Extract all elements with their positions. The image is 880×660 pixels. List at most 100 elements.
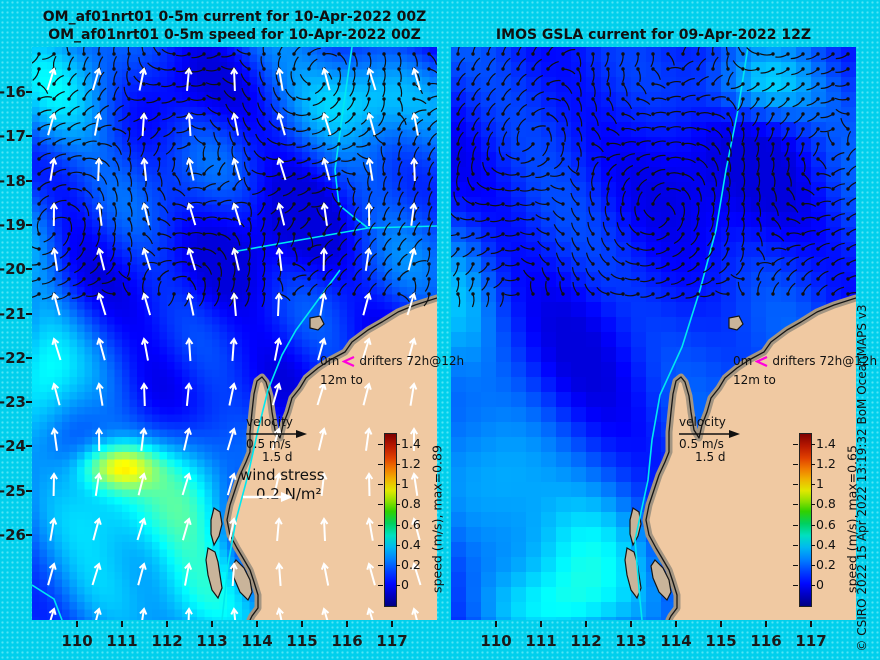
x-tick-mark (301, 621, 303, 627)
colorbar-tick-label: 0.8 (816, 496, 836, 511)
x-tick-label: 110 (480, 632, 512, 650)
x-tick-mark (76, 621, 78, 627)
drifter-suffix: drifters 72h@12h (359, 354, 465, 368)
x-tick-label: 112 (151, 632, 183, 650)
colorbar-tick-mark (811, 585, 815, 586)
x-tick-mark (585, 621, 587, 627)
x-tick-label: 115 (286, 632, 318, 650)
colorbar-tick-mark (378, 484, 383, 485)
colorbar-tick-mark (396, 484, 400, 485)
x-tick-mark (391, 621, 393, 627)
colorbar-tick-mark (811, 565, 815, 566)
x-tick-label: 116 (331, 632, 363, 650)
x-tick-label: 113 (615, 632, 647, 650)
colorbar-tick-mark (811, 545, 815, 546)
colorbar-tick-label: 0 (816, 577, 824, 592)
colorbar-tick-label: 0.6 (816, 517, 836, 532)
colorbar-tick-mark (396, 444, 400, 445)
map-panel-oceanmaps (32, 47, 437, 620)
x-tick-mark (121, 621, 123, 627)
colorbar-tick-mark (793, 464, 798, 465)
colorbar-tick-label: 0.2 (401, 557, 421, 572)
colorbar-tick-mark (811, 464, 815, 465)
drifter-prefix: 0m (733, 354, 753, 368)
drifter-annotation-right: 0m drifters 72h@12h (733, 354, 877, 368)
y-tick-mark (26, 356, 32, 359)
colorbar-tick-mark (378, 504, 383, 505)
drifter-annotation-left: 0m drifters 72h@12h (320, 354, 464, 368)
x-tick-mark (630, 621, 632, 627)
y-tick-mark (26, 179, 32, 182)
left-panel-title-line2: OM_af01nrt01 0-5m speed for 10-Apr-2022 … (48, 27, 421, 43)
x-tick-label: 113 (196, 632, 228, 650)
y-tick-label: -25 (0, 481, 26, 500)
colorbar-right (799, 433, 812, 607)
colorbar-tick-mark (396, 565, 400, 566)
x-tick-label: 111 (106, 632, 138, 650)
left-panel-title-line1: OM_af01nrt01 0-5m current for 10-Apr-202… (42, 9, 427, 25)
x-tick-mark (540, 621, 542, 627)
x-tick-label: 117 (376, 632, 408, 650)
velocity-value-left: 0.5 m/s (246, 437, 291, 451)
colorbar-tick-mark (396, 504, 400, 505)
colorbar-tick-label: 0.2 (816, 557, 836, 572)
colorbar-tick-label: 1.2 (816, 456, 836, 471)
colorbar-tick-mark (378, 565, 383, 566)
colorbar-tick-mark (793, 545, 798, 546)
y-tick-mark (26, 268, 32, 271)
colorbar-tick-mark (378, 545, 383, 546)
bathymetry-contour (32, 47, 437, 620)
x-tick-mark (810, 621, 812, 627)
drifter-suffix: drifters 72h@12h (772, 354, 878, 368)
x-tick-mark (495, 621, 497, 627)
y-tick-label: -21 (0, 304, 26, 323)
colorbar-tick-label: 1.4 (816, 436, 836, 451)
velocity-duration-left: 1.5 d (262, 450, 293, 464)
colorbar-tick-mark (793, 444, 798, 445)
y-tick-label: -22 (0, 348, 26, 367)
y-tick-mark (26, 401, 32, 404)
colorbar-tick-mark (811, 444, 815, 445)
x-tick-label: 115 (705, 632, 737, 650)
colorbar-tick-mark (793, 585, 798, 586)
colorbar-tick-mark (811, 525, 815, 526)
x-tick-mark (765, 621, 767, 627)
x-tick-label: 117 (795, 632, 827, 650)
colorbar-tick-label: 0.4 (816, 537, 836, 552)
wind-stress-arrows (46, 67, 422, 620)
velocity-value-right: 0.5 m/s (679, 437, 724, 451)
colorbar-tick-mark (396, 585, 400, 586)
colorbar-tick-mark (378, 585, 383, 586)
x-tick-mark (720, 621, 722, 627)
colorbar-tick-mark (396, 545, 400, 546)
colorbar-tick-mark (378, 464, 383, 465)
y-tick-mark (26, 91, 32, 93)
colorbar-tick-label: 0.8 (401, 496, 421, 511)
colorbar-tick-label: 0.6 (401, 517, 421, 532)
y-tick-label: -17 (0, 127, 26, 146)
x-tick-mark (675, 621, 677, 627)
drifter-arrow-icon (342, 355, 355, 367)
y-tick-mark (26, 445, 32, 448)
y-tick-mark (26, 489, 32, 492)
velocity-label-right: velocity (679, 415, 726, 429)
y-tick-mark (26, 534, 32, 536)
colorbar-left-label: speed (m/s), max=0.89 (429, 445, 445, 593)
colorbar-tick-mark (793, 504, 798, 505)
velocity-label-left: velocity (246, 415, 293, 429)
y-tick-label: -26 (0, 526, 26, 544)
current-arrows (451, 47, 856, 308)
x-tick-mark (166, 621, 168, 627)
x-tick-label: 114 (660, 632, 692, 650)
x-tick-label: 116 (750, 632, 782, 650)
y-tick-label: -16 (0, 83, 26, 101)
y-tick-label: -24 (0, 437, 26, 456)
y-tick-mark (26, 312, 32, 315)
x-tick-mark (211, 621, 213, 627)
x-tick-label: 111 (525, 632, 557, 650)
drifter-prefix: 0m (320, 354, 340, 368)
x-tick-label: 110 (61, 632, 93, 650)
colorbar-left (384, 433, 397, 607)
colorbar-tick-mark (378, 444, 383, 445)
map-panel-gsla (451, 47, 856, 620)
